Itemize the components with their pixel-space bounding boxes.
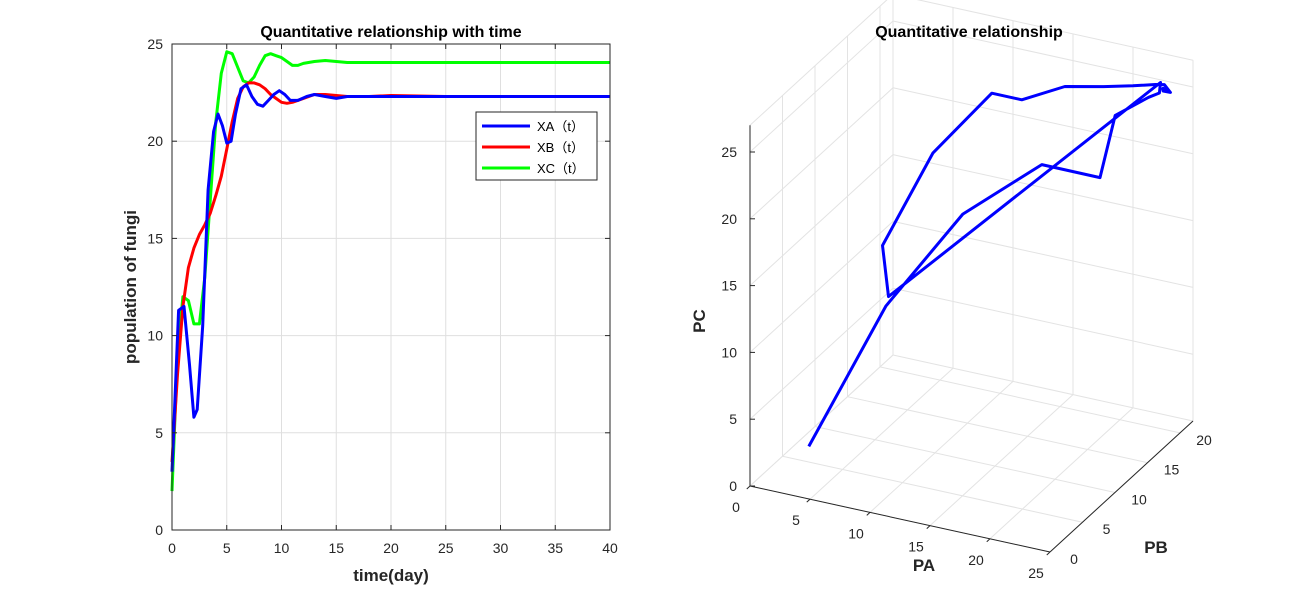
x-tick-label: 5 xyxy=(223,540,231,556)
series-line-0 xyxy=(170,83,610,472)
y-tick-label: 5 xyxy=(155,425,163,441)
sidewall-gridline xyxy=(749,221,894,353)
x-tick-label: 30 xyxy=(493,540,509,556)
x-tick-label: 40 xyxy=(602,540,618,556)
box-edge xyxy=(916,0,1194,61)
z-tick-label: 20 xyxy=(721,211,737,227)
y-tick-label: 5 xyxy=(1103,521,1111,537)
x-tick-label: 0 xyxy=(732,499,740,515)
x-tick-label: 5 xyxy=(792,512,800,528)
backwall-gridline xyxy=(892,354,1194,422)
x-tick-label: 25 xyxy=(1028,565,1044,581)
x-tick-label: 15 xyxy=(328,540,344,556)
backwall-gridline xyxy=(892,287,1194,355)
floor-gridline xyxy=(809,367,954,500)
chart-title: Quantitative relationship with time xyxy=(260,24,521,41)
x-tick-label: 35 xyxy=(547,540,563,556)
z-tick-label: 15 xyxy=(721,278,737,294)
legend-label-xa: XA（t） xyxy=(537,119,584,134)
chart-title-3d: Quantitative relationship xyxy=(875,24,1063,41)
y-tick-label: 10 xyxy=(1131,491,1147,507)
x-tick-label: 15 xyxy=(908,539,924,555)
y-axis-label: population of fungi xyxy=(121,210,140,364)
x-axis-label: time(day) xyxy=(353,566,429,585)
chart-time-series: 0 5 10 15 20 25 30 35 40 0 5 10 15 20 25 Quantitative … xyxy=(121,24,618,585)
y-tick-label: 0 xyxy=(1070,551,1078,567)
gridlines-3d xyxy=(749,0,1194,553)
floor-gridline xyxy=(814,425,1116,493)
z-tick-label: 5 xyxy=(729,411,737,427)
z-tick-label: 25 xyxy=(721,144,737,160)
floor-gridline xyxy=(782,455,1083,523)
x-axis-line xyxy=(749,485,1051,553)
floor-gridline xyxy=(989,407,1134,540)
sidewall-gridline xyxy=(749,154,894,286)
floor-gridline xyxy=(847,396,1148,464)
floor-gridline xyxy=(879,366,1181,434)
y-tick-label: 15 xyxy=(1164,462,1180,478)
y-axis-label-3d: PB xyxy=(1144,538,1168,557)
tick-layer: 0 5 10 15 20 25 30 35 40 0 5 10 15 20 25 xyxy=(147,36,618,556)
x-tick-label: 25 xyxy=(438,540,454,556)
tick-layer-3d: 0 5 10 15 20 25 0 5 10 15 20 0 5 10 15 20 25 xyxy=(721,144,1212,581)
y-tick-label: 15 xyxy=(147,230,163,246)
y-tick-label: 10 xyxy=(147,328,163,344)
z-tick-label: 10 xyxy=(721,344,737,360)
x-tick-mark xyxy=(926,525,931,529)
x-tick-mark xyxy=(806,498,811,503)
z-tick-label: 0 xyxy=(729,478,737,494)
backwall-gridline xyxy=(892,154,1194,222)
y-tick-label: 0 xyxy=(155,522,163,538)
x-tick-label: 10 xyxy=(274,540,290,556)
sidewall-gridline xyxy=(749,87,894,220)
y-tick-label: 25 xyxy=(147,36,163,52)
trajectory-line-0 xyxy=(807,81,1172,448)
series-layer-3d xyxy=(807,81,1172,448)
y-axis-line xyxy=(1049,420,1194,553)
floor-gridline xyxy=(929,394,1074,526)
box-edge xyxy=(749,0,888,126)
legend-label-xc: XC（t） xyxy=(537,161,585,176)
chart-3d-relationship: 0 5 10 15 20 25 0 5 10 15 20 0 5 10 15 20 25 Quantitativ… xyxy=(690,0,1212,581)
x-tick-mark xyxy=(746,485,751,490)
x-tick-label: 0 xyxy=(168,540,176,556)
floor-gridline xyxy=(869,381,1014,513)
x-tick-mark xyxy=(866,512,871,516)
x-tick-label: 20 xyxy=(383,540,399,556)
legend-label-xb: XB（t） xyxy=(537,140,584,155)
backwall-gridline xyxy=(892,87,1194,155)
x-axis-label-3d: PA xyxy=(913,556,935,575)
x-tick-mark xyxy=(986,538,991,543)
backwall-gridline xyxy=(892,220,1194,288)
x-tick-label: 10 xyxy=(848,525,864,541)
sidewall-gridline xyxy=(749,287,894,420)
y-tick-label: 20 xyxy=(147,133,163,149)
x-tick-mark xyxy=(1046,551,1051,556)
sidewall-gridline xyxy=(749,20,894,153)
backwall-gridline xyxy=(892,20,1194,88)
y-tick-label: 20 xyxy=(1196,432,1212,448)
series-layer xyxy=(170,50,610,492)
z-axis-label-3d: PC xyxy=(690,309,709,333)
x-tick-label: 20 xyxy=(968,552,984,568)
axes-3d xyxy=(749,125,1194,553)
legend: XA（t） XB（t） XC（t） xyxy=(475,111,598,181)
